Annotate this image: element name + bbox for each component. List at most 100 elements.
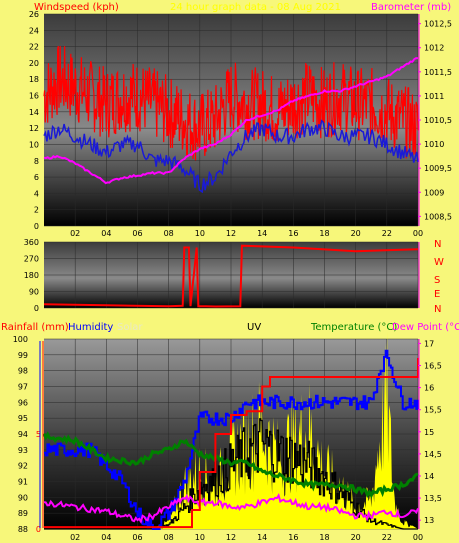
wind-xtick-18: 18 xyxy=(319,229,329,238)
humidity-tick-90: 90 xyxy=(18,493,28,502)
rain-xtick-00: 00 xyxy=(413,533,423,542)
compass-e: E xyxy=(434,289,440,300)
wind-xtick-06: 06 xyxy=(132,229,142,238)
wind-series xyxy=(43,45,419,194)
wind-tick-4: 4 xyxy=(34,189,39,198)
rain-humidity-series xyxy=(42,331,419,530)
wind-tick-18: 18 xyxy=(29,75,39,84)
compass-n-top: N xyxy=(434,239,441,250)
wind-tick-6: 6 xyxy=(34,173,39,182)
wind-tick-12: 12 xyxy=(29,124,39,133)
humidity-tick-97: 97 xyxy=(18,383,28,392)
series-rainfall-line xyxy=(44,358,419,529)
wind-xtick-16: 16 xyxy=(288,229,298,238)
wind-xtick-12: 12 xyxy=(226,229,236,238)
wind-tick-2: 2 xyxy=(34,206,39,215)
temp-tick-13: 13 xyxy=(424,516,434,525)
rain-xtick-10: 10 xyxy=(195,533,205,542)
rain-xtick-18: 18 xyxy=(319,533,329,542)
humidity-tick-99: 99 xyxy=(18,351,28,360)
series-pressure-line xyxy=(43,57,419,185)
baro-tick-1011,5: 1011,5 xyxy=(424,68,452,77)
baro-tick-1009,5: 1009,5 xyxy=(424,164,452,173)
humidity-tick-94: 94 xyxy=(18,430,28,439)
series-temperature-line xyxy=(42,431,419,499)
baro-tick-1011: 1011 xyxy=(424,92,444,101)
wind-xtick-14: 14 xyxy=(257,229,267,238)
legend-humidity: Humidity xyxy=(68,322,113,333)
wind-xtick-00: 00 xyxy=(413,229,423,238)
compass-w: W xyxy=(434,257,444,268)
baro-tick-1010,5: 1010,5 xyxy=(424,116,452,125)
temp-tick-16: 16 xyxy=(424,384,434,393)
dir-tick-360: 360 xyxy=(24,238,39,247)
temp-tick-14,5: 14,5 xyxy=(424,450,442,459)
rain-tick-0: 0 xyxy=(36,525,41,534)
wind-tick-10: 10 xyxy=(29,140,39,149)
humidity-tick-91: 91 xyxy=(18,478,28,487)
dir-tick-90: 90 xyxy=(29,288,39,297)
wind-xtick-22: 22 xyxy=(382,229,392,238)
wind-tick-14: 14 xyxy=(29,108,39,117)
wind-tick-22: 22 xyxy=(29,43,39,52)
baro-tick-1008,5: 1008,5 xyxy=(424,212,452,221)
rain-xtick-12: 12 xyxy=(226,533,236,542)
windspeed-axis-title: Windspeed (kph) xyxy=(34,2,119,13)
series-direction-line xyxy=(43,244,419,308)
wind-xtick-04: 04 xyxy=(101,229,111,238)
wind-tick-20: 20 xyxy=(29,59,39,68)
baro-tick-1012: 1012 xyxy=(424,44,444,53)
humidity-tick-88: 88 xyxy=(18,525,28,534)
direction-grid xyxy=(44,241,419,309)
temp-tick-14: 14 xyxy=(424,472,434,481)
baro-tick-1010: 1010 xyxy=(424,140,444,149)
temp-tick-16,5: 16,5 xyxy=(424,362,442,371)
legend-dewpoint: Dew Point (°C) xyxy=(392,322,459,333)
temp-tick-17: 17 xyxy=(424,339,434,348)
dir-tick-270: 270 xyxy=(24,255,39,264)
temp-tick-13,5: 13,5 xyxy=(424,494,442,503)
compass-s: S xyxy=(434,275,440,286)
legend-uv: UV xyxy=(247,322,261,333)
rain-xtick-04: 04 xyxy=(101,533,111,542)
compass-n-bottom: N xyxy=(434,304,441,315)
legend-temperature: Temperature (°C) xyxy=(310,322,397,333)
rain-xtick-08: 08 xyxy=(164,533,174,542)
rain-xtick-06: 06 xyxy=(132,533,142,542)
wind-xtick-20: 20 xyxy=(351,229,361,238)
legend-rainfall: Rainfall (mm) xyxy=(1,322,69,333)
humidity-tick-96: 96 xyxy=(18,398,28,407)
wind-tick-24: 24 xyxy=(29,26,39,35)
rain-tick-5: 5 xyxy=(36,430,41,439)
series-average-line xyxy=(43,119,419,194)
humidity-tick-92: 92 xyxy=(18,462,28,471)
series-uv-line xyxy=(44,418,418,530)
dir-tick-0: 0 xyxy=(34,304,39,313)
barometer-axis-title: Barometer (mb) xyxy=(371,2,451,13)
dir-tick-180: 180 xyxy=(24,271,39,280)
humidity-tick-100: 100 xyxy=(13,335,28,344)
direction-series xyxy=(43,244,419,308)
rain-xtick-16: 16 xyxy=(288,533,298,542)
wind-tick-0: 0 xyxy=(34,222,39,231)
baro-tick-1009: 1009 xyxy=(424,188,444,197)
graph-title: 24 hour graph data - 08 Aug 2021 xyxy=(170,2,341,13)
rain-xtick-22: 22 xyxy=(382,533,392,542)
legend-solar: Solar xyxy=(117,322,143,333)
rain-xtick-14: 14 xyxy=(257,533,267,542)
wind-tick-26: 26 xyxy=(29,10,39,19)
baro-tick-1012,5: 1012,5 xyxy=(424,20,452,29)
humidity-tick-98: 98 xyxy=(18,367,28,376)
humidity-tick-95: 95 xyxy=(18,414,28,423)
temp-tick-15: 15 xyxy=(424,428,434,437)
wind-tick-8: 8 xyxy=(34,157,39,166)
humidity-tick-93: 93 xyxy=(18,446,28,455)
rain-xtick-20: 20 xyxy=(351,533,361,542)
wind-tick-16: 16 xyxy=(29,92,39,101)
humidity-tick-89: 89 xyxy=(18,509,28,518)
wind-xtick-02: 02 xyxy=(70,229,80,238)
wind-xtick-08: 08 xyxy=(164,229,174,238)
series-dewpoint-line xyxy=(43,492,419,525)
